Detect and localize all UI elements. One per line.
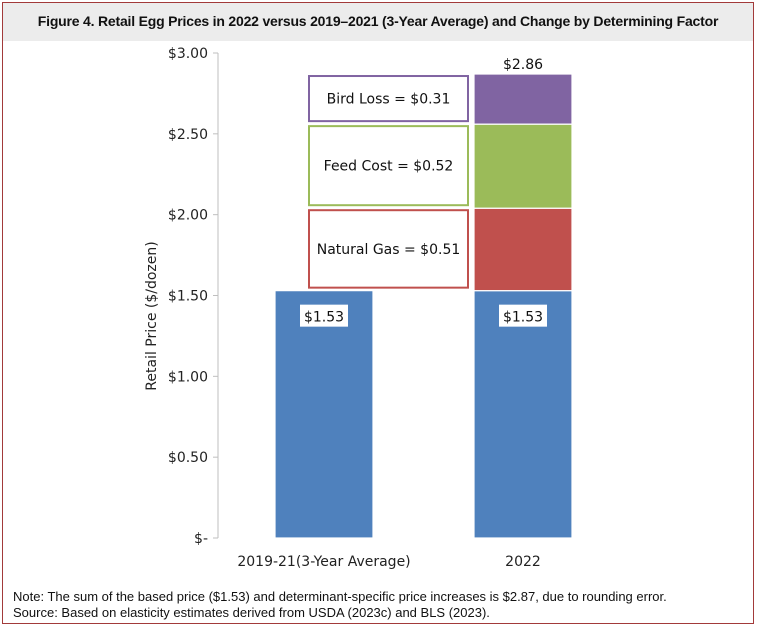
annotations: Bird Loss = $0.31 Feed Cost = $0.52 Natura…: [308, 75, 469, 289]
data-label: $1.53: [503, 310, 543, 326]
x-category-label: 2022: [505, 554, 541, 570]
bar-natural_gas: [473, 207, 573, 292]
annotation-text: Natural Gas = $0.51: [317, 242, 461, 258]
y-tick-label: $3.00: [168, 46, 208, 62]
y-tick-label: $0.50: [168, 450, 208, 466]
annotation-box: [308, 209, 469, 289]
total-label: $2.86: [503, 57, 543, 73]
y-tick-label: $1.00: [168, 369, 208, 385]
title-bar: Figure 4. Retail Egg Prices in 2022 vers…: [3, 3, 753, 41]
figure-title: Figure 4. Retail Egg Prices in 2022 vers…: [37, 13, 719, 29]
annotation-box: [308, 125, 469, 207]
y-tick-label: $2.00: [168, 208, 208, 224]
bar-feed_cost: [473, 123, 573, 209]
x-axis: 2019-21(3-Year Average) 2022: [237, 554, 540, 570]
y-tick-label: $-: [194, 531, 208, 547]
y-tick-label: $1.50: [168, 289, 208, 305]
bar-base: [473, 290, 573, 539]
chart: $- $0.50 $1.00 $1.50 $2.00 $2.50 $3.00 Retail …: [123, 41, 643, 581]
bars: $1.53 $1.53 $2.86: [274, 57, 573, 539]
data-label-bg: [300, 304, 348, 327]
figure-frame: Figure 4. Retail Egg Prices in 2022 vers…: [2, 2, 754, 624]
notes: Note: The sum of the based price ($1.53)…: [13, 589, 748, 621]
data-label: $1.53: [304, 310, 344, 326]
annotation-text: Feed Cost = $0.52: [324, 159, 454, 175]
bar-base: [274, 290, 374, 539]
y-tick-label: $2.50: [168, 127, 208, 143]
source-line: Source: Based on elasticity estimates de…: [13, 605, 490, 620]
annotation-text: Bird Loss = $0.31: [327, 92, 451, 108]
note-line: Note: The sum of the based price ($1.53)…: [13, 589, 667, 604]
y-axis-label: Retail Price ($/dozen): [144, 241, 160, 390]
x-category-label: 2019-21(3-Year Average): [237, 554, 410, 570]
bar-bird_loss: [473, 73, 573, 125]
data-label-bg: [499, 304, 547, 327]
annotation-box: [308, 75, 469, 123]
y-axis: $- $0.50 $1.00 $1.50 $2.00 $2.50 $3.00: [168, 46, 219, 547]
